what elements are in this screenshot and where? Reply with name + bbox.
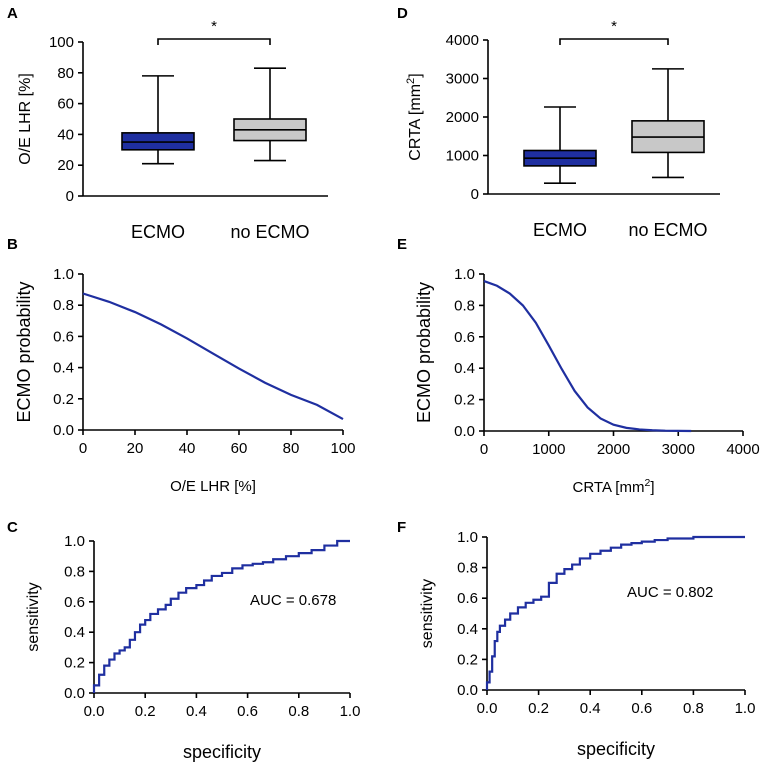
x-tick-label: 0.6 [237, 703, 258, 720]
panel-e-probability: 0.0 0.2 0.4 0.6 0.8 1.0 0 1000 2000 3000 4000 ECMO … [414, 266, 760, 496]
x-axis-title: O/E LHR [%] [170, 478, 256, 495]
panel-a-boxplot: 0 20 40 60 80 100 O/E LHR [%] ECMO no ECMO * [17, 18, 328, 242]
y-tick-label: 0.4 [64, 624, 85, 641]
y-tick-label: 0.0 [457, 682, 478, 699]
x-tick-label: 0.2 [528, 700, 549, 717]
x-tick-label: 80 [283, 440, 300, 457]
x-tick-label: 1.0 [735, 700, 756, 717]
x-axis-title: specificity [577, 739, 655, 759]
y-tick-label: 0 [471, 186, 479, 203]
y-tick-label: 0.4 [53, 360, 74, 377]
box-no-ecmo [631, 68, 705, 179]
y-tick-label: 4000 [446, 32, 479, 49]
panel-letter-f: F [397, 519, 406, 536]
significance-star: * [611, 18, 617, 35]
y-tick-label: 0.2 [454, 392, 475, 409]
y-tick-label: 0.2 [53, 391, 74, 408]
category-label: no ECMO [230, 222, 309, 242]
y-axis-title: sensitivity [419, 579, 436, 648]
y-tick-label: 0.6 [53, 328, 74, 345]
x-tick-label: 20 [127, 440, 144, 457]
y-tick-label: 0.6 [454, 329, 475, 346]
y-tick-label: 0.8 [64, 563, 85, 580]
y-tick-label: 0.4 [454, 360, 475, 377]
panel-letter-c: C [7, 519, 18, 536]
panel-letter-b: B [7, 236, 18, 253]
x-tick-label: 60 [231, 440, 248, 457]
x-tick-label: 2000 [597, 441, 630, 458]
x-axis-title: CRTA [mm2] [573, 477, 655, 496]
x-tick-label: 0.8 [288, 703, 309, 720]
y-tick-label: 0.8 [457, 560, 478, 577]
y-tick-label: 0.0 [64, 685, 85, 702]
y-tick-label: 0.2 [457, 651, 478, 668]
panel-letter-e: E [397, 236, 407, 253]
panel-b-probability: 0.0 0.2 0.4 0.6 0.8 1.0 0 20 40 60 80 100 ECMO proba… [14, 266, 356, 495]
category-label: ECMO [131, 222, 185, 242]
category-label: no ECMO [628, 220, 707, 240]
category-label: ECMO [533, 220, 587, 240]
x-tick-label: 0.6 [631, 700, 652, 717]
panel-d-boxplot: 0 1000 2000 3000 4000 CRTA [mm2] ECMO no ECMO * [405, 18, 720, 240]
x-tick-label: 4000 [726, 441, 759, 458]
x-tick-label: 1000 [532, 441, 565, 458]
x-tick-label: 0.0 [84, 703, 105, 720]
series-line [483, 280, 692, 433]
x-tick-label: 0.4 [186, 703, 207, 720]
y-tick-label: 0.0 [454, 423, 475, 440]
y-tick-label: 0.4 [457, 621, 478, 638]
y-tick-label: 2000 [446, 109, 479, 126]
x-axis-title: specificity [183, 742, 261, 762]
y-tick-label: 1000 [446, 148, 479, 165]
x-tick-label: 0 [480, 441, 488, 458]
y-tick-label: 0 [66, 188, 74, 205]
auc-annotation: AUC = 0.802 [627, 584, 713, 601]
y-tick-label: 1.0 [53, 266, 74, 283]
x-tick-label: 0.0 [477, 700, 498, 717]
x-tick-label: 0 [79, 440, 87, 457]
y-tick-label: 60 [57, 96, 74, 113]
box-ecmo [121, 75, 195, 165]
y-tick-label: 80 [57, 65, 74, 82]
panel-f-roc: 0.0 0.2 0.4 0.6 0.8 1.0 0.0 0.2 0.4 0.6 0.8 1.0 sens… [419, 529, 755, 759]
x-tick-label: 3000 [662, 441, 695, 458]
panel-letter-a: A [7, 5, 18, 22]
y-tick-label: 0.2 [64, 655, 85, 672]
y-tick-label: 1.0 [64, 533, 85, 550]
y-tick-label: 0.6 [64, 594, 85, 611]
series-line [485, 535, 745, 690]
y-tick-label: 100 [49, 34, 74, 51]
y-tick-label: 1.0 [454, 266, 475, 283]
significance-bracket [157, 38, 271, 45]
y-axis-title: sensitivity [25, 582, 42, 651]
x-tick-label: 40 [179, 440, 196, 457]
panel-c-roc: 0.0 0.2 0.4 0.6 0.8 1.0 0.0 0.2 0.4 0.6 0.8 1.0 sens… [25, 533, 360, 762]
box-ecmo [523, 106, 597, 185]
y-axis-title: O/E LHR [%] [17, 73, 34, 165]
y-tick-label: 40 [57, 126, 74, 143]
y-tick-label: 0.8 [454, 297, 475, 314]
y-axis-title: CRTA [mm2] [405, 73, 424, 160]
panel-letter-d: D [397, 5, 408, 22]
y-tick-label: 0.8 [53, 297, 74, 314]
x-tick-label: 100 [330, 440, 355, 457]
y-tick-label: 0.0 [53, 422, 74, 439]
series-line [92, 539, 350, 693]
significance-star: * [211, 18, 217, 35]
y-tick-label: 20 [57, 157, 74, 174]
y-axis-title: ECMO probability [414, 282, 434, 423]
significance-bracket [559, 38, 669, 45]
auc-annotation: AUC = 0.678 [250, 592, 336, 609]
x-tick-label: 0.8 [683, 700, 704, 717]
x-tick-label: 1.0 [340, 703, 361, 720]
series-line [82, 292, 344, 421]
y-tick-label: 0.6 [457, 590, 478, 607]
y-axis-title: ECMO probability [14, 281, 34, 422]
box-no-ecmo [233, 67, 307, 162]
y-tick-label: 1.0 [457, 529, 478, 546]
x-tick-label: 0.2 [135, 703, 156, 720]
y-tick-label: 3000 [446, 71, 479, 88]
x-tick-label: 0.4 [580, 700, 601, 717]
